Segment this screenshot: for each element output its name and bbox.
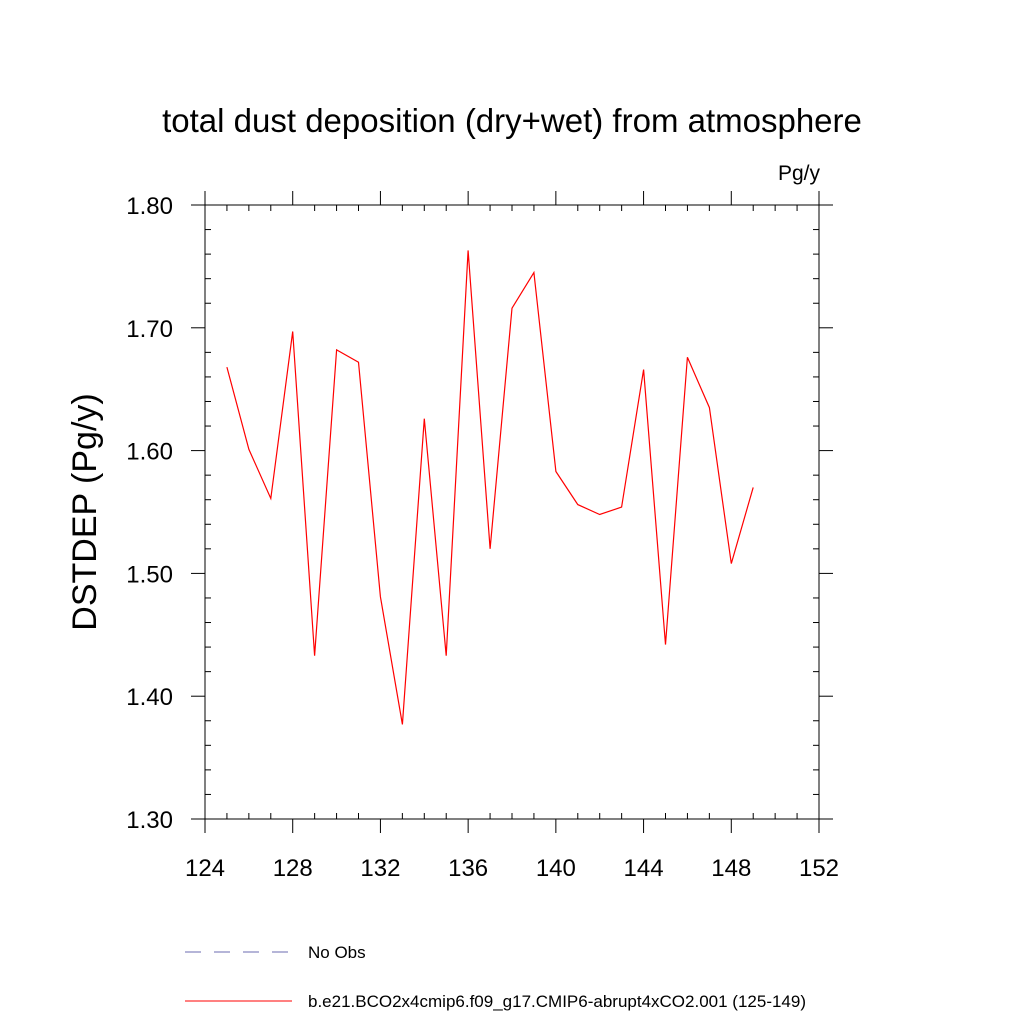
plot-frame	[204, 204, 820, 820]
x-tick-label: 144	[624, 855, 664, 882]
x-tick-label: 140	[536, 855, 576, 882]
y-tick-label: 1.30	[126, 807, 173, 834]
y-tick-label: 1.40	[126, 684, 173, 711]
y-tick-label: 1.70	[126, 316, 173, 343]
y-tick-label: 1.80	[126, 193, 173, 220]
series-line	[226, 250, 754, 725]
legend-label-no-obs: No Obs	[308, 943, 366, 962]
legend-label-model: b.e21.BCO2x4cmip6.f09_g17.CMIP6-abrupt4x…	[308, 992, 806, 1011]
y-tick-label: 1.50	[126, 561, 173, 588]
x-tick-label: 152	[799, 855, 839, 882]
axis-tick-labels: 124 128 132 136 140 144 148 152 1.30 1.40 1.50 1.60…	[126, 193, 839, 882]
series-layer	[226, 250, 754, 725]
x-tick-label: 148	[711, 855, 751, 882]
y-axis-label: DSTDEP (Pg/y)	[66, 393, 104, 630]
x-tick-label: 128	[273, 855, 313, 882]
x-tick-label: 124	[185, 855, 225, 882]
x-tick-label: 136	[448, 855, 488, 882]
x-tick-label: 132	[360, 855, 400, 882]
chart-title: total dust deposition (dry+wet) from atm…	[162, 102, 862, 139]
axis-ticks	[191, 191, 833, 833]
y-tick-label: 1.60	[126, 439, 173, 466]
units-label: Pg/y	[778, 162, 821, 185]
legend: No Obs b.e21.BCO2x4cmip6.f09_g17.CMIP6-a…	[185, 943, 806, 1011]
